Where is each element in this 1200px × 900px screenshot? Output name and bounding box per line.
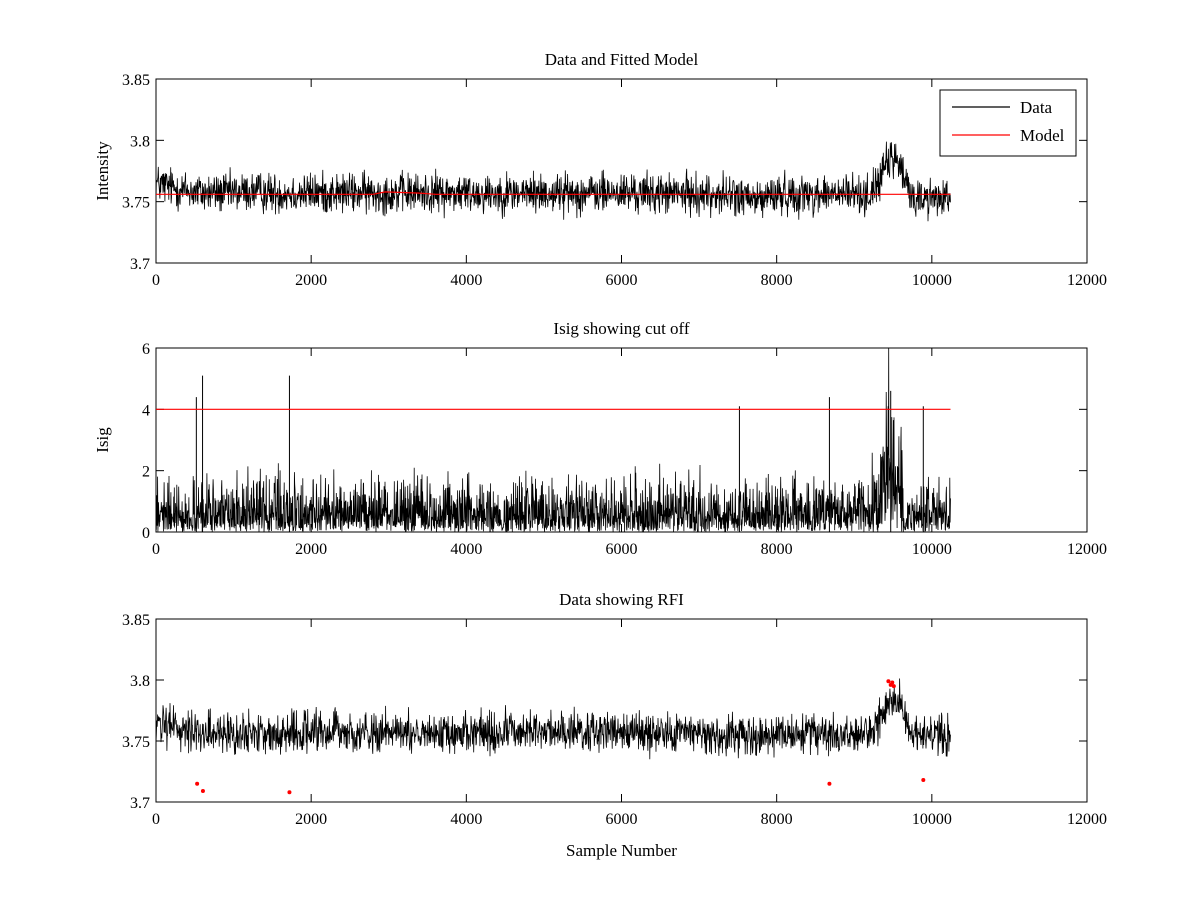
rfi-point [921, 778, 926, 783]
rfi-point [287, 790, 292, 795]
x-tick-label: 8000 [761, 811, 793, 828]
x-tick-label: 12000 [1067, 811, 1107, 828]
plot-area [156, 678, 951, 795]
x-tick-label: 6000 [606, 811, 638, 828]
x-tick-label: 6000 [606, 541, 638, 558]
x-tick-label: 10000 [912, 272, 952, 289]
y-tick-label: 3.8 [130, 133, 150, 150]
legend: Data Model [939, 89, 1077, 157]
y-tick-label: 3.8 [130, 673, 150, 690]
x-axis-label: Sample Number [566, 841, 677, 860]
rfi-point [827, 781, 832, 786]
y-tick-label: 3.75 [122, 734, 150, 751]
y-tick-label: 3.7 [130, 795, 150, 812]
rfi-point [890, 680, 895, 685]
chart-panel-2 [155, 347, 1088, 533]
plot-area [156, 348, 951, 532]
plot-area [156, 141, 951, 222]
chart-panel-1: Data Model [155, 78, 1088, 264]
chart-panel-3 [155, 618, 1088, 803]
x-tick-label: 10000 [912, 541, 952, 558]
rfi-point [195, 781, 200, 786]
x-tick-label: 12000 [1067, 541, 1107, 558]
y-tick-label: 3.7 [130, 256, 150, 273]
x-tick-label: 0 [152, 811, 160, 828]
x-tick-label: 4000 [450, 811, 482, 828]
x-tick-label: 0 [152, 272, 160, 289]
axes-frame [155, 618, 1088, 803]
chart-title: Data showing RFI [559, 590, 684, 609]
x-tick-label: 8000 [761, 541, 793, 558]
y-tick-label: 3.75 [122, 195, 150, 212]
legend-label: Model [1020, 126, 1065, 145]
x-tick-label: 8000 [761, 272, 793, 289]
series-data [156, 141, 951, 222]
rfi-point [200, 789, 205, 794]
legend-box [939, 89, 1077, 157]
x-tick-label: 0 [152, 541, 160, 558]
series-data [156, 678, 951, 760]
y-axis-label: Intensity [93, 141, 112, 201]
x-tick-label: 2000 [295, 272, 327, 289]
series-model [156, 191, 951, 195]
y-tick-label: 3.85 [122, 612, 150, 629]
x-tick-label: 4000 [450, 272, 482, 289]
y-tick-label: 0 [142, 525, 150, 542]
x-tick-label: 2000 [295, 811, 327, 828]
legend-label: Data [1020, 98, 1053, 117]
x-tick-label: 2000 [295, 541, 327, 558]
rfi-point [886, 679, 891, 684]
rfi-point [891, 684, 896, 689]
x-tick-label: 6000 [606, 272, 638, 289]
series-isig [156, 348, 951, 532]
y-tick-label: 6 [142, 341, 150, 358]
y-tick-label: 4 [142, 402, 150, 419]
y-tick-label: 2 [142, 464, 150, 481]
x-tick-label: 12000 [1067, 272, 1107, 289]
chart-title: Isig showing cut off [553, 319, 689, 338]
y-tick-label: 3.85 [122, 72, 150, 89]
x-tick-label: 4000 [450, 541, 482, 558]
x-tick-label: 10000 [912, 811, 952, 828]
chart-title: Data and Fitted Model [545, 50, 699, 69]
y-axis-label: Isig [93, 427, 112, 453]
